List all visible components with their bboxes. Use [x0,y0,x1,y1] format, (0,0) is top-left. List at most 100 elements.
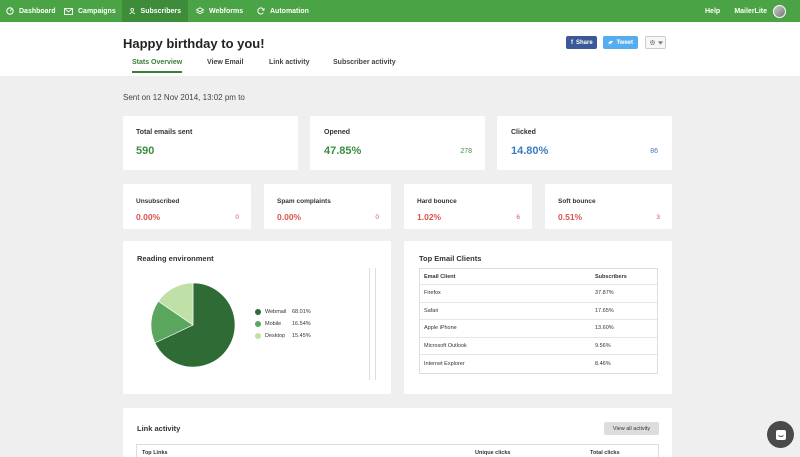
gear-icon [649,39,655,46]
legend-mobile-name: Mobile [265,321,282,327]
client-share: 9.56% [595,342,611,349]
facebook-share-label: Share [576,39,593,46]
legend-webmail-percent: 68.01% [292,309,311,315]
client-name: Firefox [424,290,441,297]
top-email-clients-panel: Top Email Clients [404,241,672,394]
legend-mobile-swatch [255,321,261,327]
twitter-share-button[interactable]: Tweet [603,36,638,49]
view-all-activity-button[interactable]: View all activity [604,422,659,435]
user-icon [129,7,136,15]
stat-unsubscribed-count: 0 [235,214,239,221]
stat-unsubscribed-value: 0.00% [136,212,161,222]
stat-total-label: Total emails sent [136,129,193,136]
pie-slice-mobile [150,300,194,344]
chat-widget-button[interactable] [767,421,794,448]
legend-webmail: Webmail 68.01% [255,309,311,315]
stat-unsubscribed-label: Unsubscribed [136,198,180,205]
legend-mobile: Mobile 16.54% [255,321,311,327]
envelope-icon [64,7,73,15]
stat-unsubscribed: Unsubscribed 0.00% 0 [123,184,251,229]
tab-stats-overview[interactable]: Stats Overview [132,59,183,73]
account-menu[interactable]: MailerLite [734,0,786,22]
stat-opened: Opened 47.85% 278 [310,116,485,170]
nav-dashboard[interactable]: Dashboard [0,0,62,22]
nav-automation-label: Automation [270,7,309,15]
reading-pie-chart [150,282,236,368]
twitter-icon [608,40,614,45]
facebook-icon: f [571,39,573,46]
table-row: Apple iPhone 13.60% [420,320,657,338]
client-name: Internet Explorer [424,360,465,367]
stat-clicked-count: 86 [650,148,658,155]
client-name: Microsoft Outlook [424,342,467,349]
stat-soft-value: 0.51% [558,212,583,222]
tab-subscriber-activity[interactable]: Subscriber activity [333,59,396,66]
col-top-links: Top Links [142,450,168,456]
nav-subscribers[interactable]: Subscribers [122,0,188,22]
col-total-clicks: Total clicks [590,450,620,456]
email-clients-table: Email Client Subscribers Firefox 37.87% … [419,268,658,374]
top-email-clients-title: Top Email Clients [419,254,482,263]
legend-webmail-swatch [255,309,261,315]
account-name: MailerLite [734,7,767,15]
stat-clicked-value: 14.80% [511,145,549,157]
pie-slice-desktop [157,282,194,326]
tab-link-activity[interactable]: Link activity [269,59,310,66]
legend-webmail-name: Webmail [265,309,287,315]
nav-webforms[interactable]: Webforms [196,0,243,22]
dashboard-icon [6,7,14,15]
stat-soft-label: Soft bounce [558,198,596,205]
legend-desktop-name: Desktop [265,333,286,339]
refresh-icon [257,7,265,15]
stat-spam-value: 0.00% [277,212,302,222]
link-table-header: Top Links Unique clicks Total clicks [136,444,659,457]
client-share: 37.87% [595,290,614,297]
nav-campaigns-label: Campaigns [78,7,116,15]
col-email-client: Email Client [424,273,456,280]
campaign-header: Happy birthday to you! f Share Tweet Sta… [0,22,800,76]
stat-soft-count: 3 [656,214,660,221]
stat-soft-bounce: Soft bounce 0.51% 3 [545,184,672,229]
table-header-row: Email Client Subscribers [420,269,657,285]
tab-view-email[interactable]: View Email [207,59,244,66]
nav-dashboard-label: Dashboard [19,7,56,15]
client-share: 17.65% [595,307,614,314]
stat-hard-bounce: Hard bounce 1.02% 6 [404,184,532,229]
stat-clicked-label: Clicked [511,129,536,136]
stat-opened-label: Opened [324,129,351,136]
legend-desktop-swatch [255,333,261,339]
table-row: Internet Explorer 8.46% [420,355,657,373]
page-title: Happy birthday to you! [123,36,265,51]
settings-dropdown[interactable] [645,36,666,49]
col-unique-clicks: Unique clicks [475,450,511,456]
nav-campaigns[interactable]: Campaigns [58,0,122,22]
legend-mobile-percent: 16.54% [292,321,311,327]
legend-desktop: Desktop 15.45% [255,333,311,339]
chat-icon [775,429,786,440]
nav-webforms-label: Webforms [209,7,244,15]
client-share: 13.60% [595,325,614,332]
nav-subscribers-label: Subscribers [140,7,181,15]
nav-help[interactable]: Help [705,0,720,22]
pie-slice-webmail [154,282,236,368]
link-activity-panel: Link activity [123,408,672,457]
stat-total-value: 590 [136,145,155,157]
stat-hard-count: 6 [516,214,520,221]
col-subscribers: Subscribers [595,273,627,280]
stat-clicked: Clicked 14.80% 86 [497,116,672,170]
stat-spam: Spam complaints 0.00% 0 [264,184,391,229]
stat-spam-label: Spam complaints [277,198,331,205]
chevron-down-icon [657,40,663,45]
facebook-share-button[interactable]: f Share [566,36,597,49]
nav-automation[interactable]: Automation [257,0,309,22]
table-row: Microsoft Outlook 9.56% [420,338,657,355]
nav-help-label: Help [705,7,721,15]
twitter-share-label: Tweet [616,39,633,46]
scrollbar[interactable] [369,268,376,380]
stat-opened-value: 47.85% [324,145,362,157]
table-row: Safari 17.65% [420,303,657,320]
stat-opened-count: 278 [460,148,472,155]
legend-desktop-percent: 15.45% [292,333,311,339]
sent-on-text: Sent on 12 Nov 2014, 13:02 pm to [123,93,245,102]
stat-total-sent: Total emails sent 590 [123,116,298,170]
